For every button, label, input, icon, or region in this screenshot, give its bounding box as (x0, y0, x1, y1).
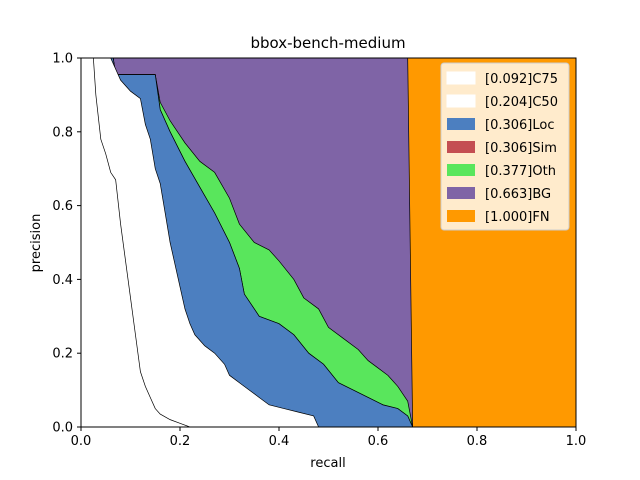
x-tick-label: 0.2 (170, 434, 191, 449)
plot-area (81, 58, 576, 427)
y-tick-label: 0.4 (52, 273, 73, 288)
legend-label-0-306-loc: [0.306]Loc (485, 118, 554, 133)
x-axis-ticks: 0.0 0.2 0.4 0.6 0.8 1.0 (71, 427, 587, 449)
y-axis-ticks: 0.0 0.2 0.4 0.6 0.8 1.0 (52, 52, 81, 436)
x-axis-title: recall (310, 456, 345, 471)
x-tick-label: 0.8 (467, 434, 488, 449)
chart-title: bbox-bench-medium (250, 34, 405, 52)
y-tick-label: 0.2 (52, 347, 73, 362)
x-tick-label: 0.6 (368, 434, 389, 449)
legend-label-0-663-bg: [0.663]BG (485, 187, 551, 202)
legend-swatch-0-306-loc (447, 118, 475, 130)
boundary-0-092-c75 (93, 58, 191, 427)
legend-label-0-204-c50: [0.204]C50 (485, 95, 558, 110)
legend-swatch-0-663-bg (447, 187, 475, 199)
y-tick-label: 1.0 (52, 52, 73, 67)
legend-swatch-0-204-c50 (446, 94, 476, 108)
legend-label-0-092-c75: [0.092]C75 (485, 72, 558, 87)
legend-swatch-1-000-fn (447, 210, 475, 222)
legend: [0.092]C75 [0.204]C50 [0.306]Loc [0.306]Sim… (440, 62, 570, 231)
legend-swatch-0-306-sim (447, 141, 475, 153)
legend-swatch-0-092-c75 (446, 71, 476, 85)
legend-label-1-000-fn: [1.000]FN (485, 210, 550, 225)
y-tick-label: 0.0 (52, 421, 73, 436)
area-0-204-c50 (81, 58, 319, 427)
area-0-092-c75 (81, 58, 190, 427)
x-tick-label: 0.0 (71, 434, 92, 449)
x-tick-label: 1.0 (566, 434, 587, 449)
legend-label-0-306-sim: [0.306]Sim (485, 141, 557, 156)
boundary-0-377-oth (112, 58, 413, 427)
y-tick-label: 0.6 (52, 199, 73, 214)
boundary-0-306-loc (112, 58, 413, 427)
plot-frame (80, 57, 577, 428)
boundary-0-663-bg (110, 58, 413, 427)
legend-swatch-0-377-oth (447, 164, 475, 176)
legend-label-0-377-oth: [0.377]Oth (485, 164, 556, 179)
boundary-0-204-c50 (110, 58, 319, 427)
y-tick-label: 0.8 (52, 125, 73, 140)
x-tick-label: 0.4 (269, 434, 290, 449)
y-axis-title: precision (29, 214, 44, 273)
